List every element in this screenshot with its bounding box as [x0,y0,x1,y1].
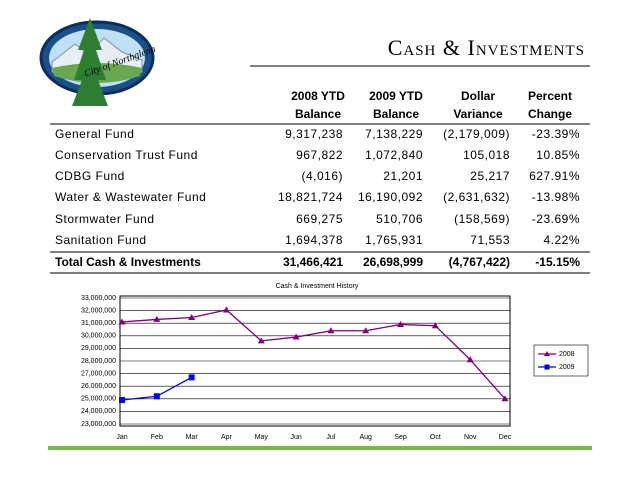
logo: City of Northglenn [39,18,157,106]
total-cell: 26,698,999 [363,255,423,269]
cell: (4,016) [301,169,343,183]
row-label: Water & Wastewater Fund [55,190,206,204]
chart: 23,000,000 24,000,000 25,000,000 26,000,000… [81,295,589,441]
column-header: Percent [528,89,572,103]
point [431,322,439,329]
point [327,327,335,334]
x-tick-label: Feb [151,434,163,441]
y-tick-label: 31,000,000 [81,320,116,327]
legend-marker [544,351,550,356]
y-tick-label: 29,000,000 [81,345,116,352]
legend-box [533,344,589,377]
y-tick-label: 28,000,000 [81,358,116,365]
legend-label: 2008 [559,351,575,358]
cell: 7,138,229 [365,127,423,141]
column-header: 2009 YTD [369,89,423,103]
row-label: General Fund [55,127,134,141]
x-tick-label: Jan [116,434,127,441]
cell: 4.22% [543,233,580,247]
point [153,315,161,322]
chart-title: Cash & Investment History [276,283,359,290]
y-tick-label: 24,000,000 [81,408,116,415]
cell: 71,553 [470,233,510,247]
y-tick-label: 25,000,000 [81,396,116,403]
cell: 967,822 [296,148,343,162]
logo-tree [72,18,108,106]
cell: 10.85% [536,148,580,162]
x-tick-label: Jul [326,434,335,441]
cell: -23.39% [532,127,580,141]
point [257,337,265,344]
legend-marker [544,364,550,370]
point [188,314,196,321]
point [362,327,370,334]
cell: 669,275 [296,212,343,226]
point [466,356,474,363]
column-header: 2008 YTD [291,89,345,103]
point [397,320,405,327]
cell: -23.69% [532,212,580,226]
cell: (2,631,632) [443,190,510,204]
cell: 1,072,840 [365,148,423,162]
y-tick-label: 30,000,000 [81,333,116,340]
cell: (2,179,009) [443,127,510,141]
cell: 9,317,238 [285,127,343,141]
point [222,306,230,313]
cell: 1,765,931 [365,233,423,247]
cell: 627.91% [529,169,580,183]
y-tick-label: 23,000,000 [81,421,116,428]
cell: 16,190,092 [358,190,423,204]
slide-title: Cash & Investments [388,35,585,60]
x-tick-label: Oct [430,434,441,441]
point [119,397,125,404]
y-tick-label: 32,000,000 [81,307,116,314]
x-tick-label: May [255,434,269,441]
cell: 21,201 [383,169,423,183]
x-tick-label: Apr [221,434,233,441]
cell: (158,569) [454,212,510,226]
table: 2008 YTD Balance 2009 YTD Balance Dollar Vari… [55,89,580,269]
total-cell: (4,767,422) [449,255,510,269]
cell: 510,706 [376,212,423,226]
row-label: Sanitation Fund [55,233,147,247]
y-tick-label: 27,000,000 [81,370,116,377]
point [292,333,300,340]
row-label: CDBG Fund [55,169,125,183]
column-header: Balance [373,107,419,121]
row-label: Stormwater Fund [55,212,155,226]
total-cell: 31,466,421 [283,255,343,269]
x-tick-label: Jun [290,434,301,441]
footer-bar [48,446,592,450]
x-tick-label: Nov [464,434,477,441]
point [153,393,160,400]
legend-label: 2009 [559,364,575,371]
column-header: Variance [453,107,503,121]
column-header: Dollar [461,89,495,103]
cell: 1,694,378 [285,233,343,247]
point [188,374,195,381]
x-tick-label: Mar [186,434,199,441]
total-label: Total Cash & Investments [55,255,201,269]
point [118,318,126,325]
y-tick-label: 26,000,000 [81,383,116,390]
total-cell: -15.15% [535,255,580,269]
cell: 105,018 [463,148,510,162]
y-tick-label: 33,000,000 [81,295,116,302]
row-label: Conservation Trust Fund [55,148,198,162]
column-header: Balance [295,107,341,121]
x-tick-label: Sep [394,434,407,441]
point [501,395,509,402]
cell: 25,217 [470,169,510,183]
cell: 18,821,724 [278,190,343,204]
x-tick-label: Aug [359,434,372,441]
cell: -13.98% [532,190,580,204]
x-tick-label: Dec [499,434,512,441]
series-line [121,309,506,400]
column-header: Change [528,107,572,121]
